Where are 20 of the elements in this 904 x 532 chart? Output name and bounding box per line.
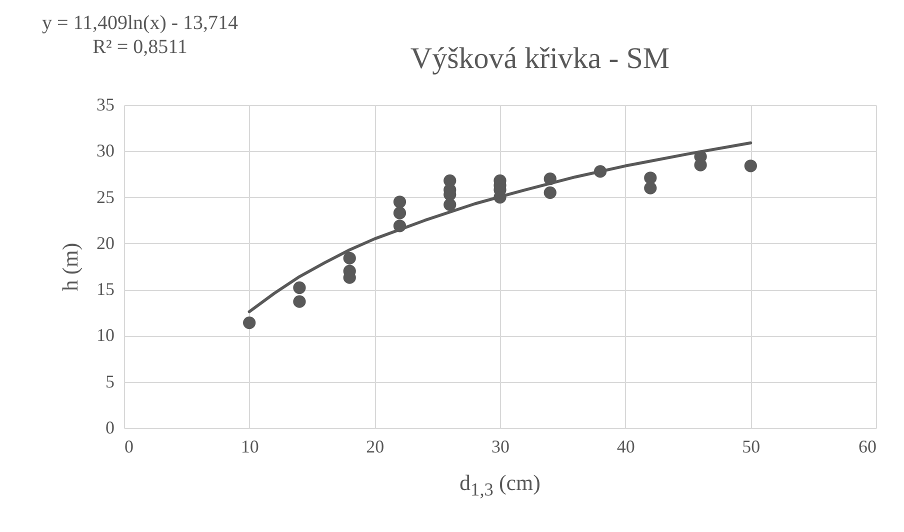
y-tick-label: 10 xyxy=(96,325,114,346)
y-tick-label: 35 xyxy=(96,94,114,114)
y-tick-label: 25 xyxy=(96,186,114,207)
y-axis-title: h (m) xyxy=(58,242,82,292)
y-tick-label: 15 xyxy=(96,279,114,300)
y-tick-label: 30 xyxy=(96,140,114,161)
x-tick-label: 10 xyxy=(240,436,259,456)
x-tick-label: 40 xyxy=(616,436,635,456)
x-axis-title: d$_{1,3}$ (cm) xyxy=(460,470,540,500)
x-tick-label: 0 xyxy=(124,436,134,456)
x-tick-label: 30 xyxy=(492,436,510,456)
x-tick-label: 50 xyxy=(742,436,760,456)
x-tick-label: 20 xyxy=(366,436,384,456)
y-tick-label: 0 xyxy=(106,418,114,438)
chart-title: Výšková křivka - SM xyxy=(410,42,670,75)
text: y = 11,409ln(x) - 13,714 xyxy=(42,12,238,35)
y-tick-label: 5 xyxy=(106,371,114,392)
y-tick-label: 20 xyxy=(96,232,114,253)
text: R² = 0,8511 xyxy=(92,36,188,59)
x-tick-label: 60 xyxy=(858,436,876,456)
